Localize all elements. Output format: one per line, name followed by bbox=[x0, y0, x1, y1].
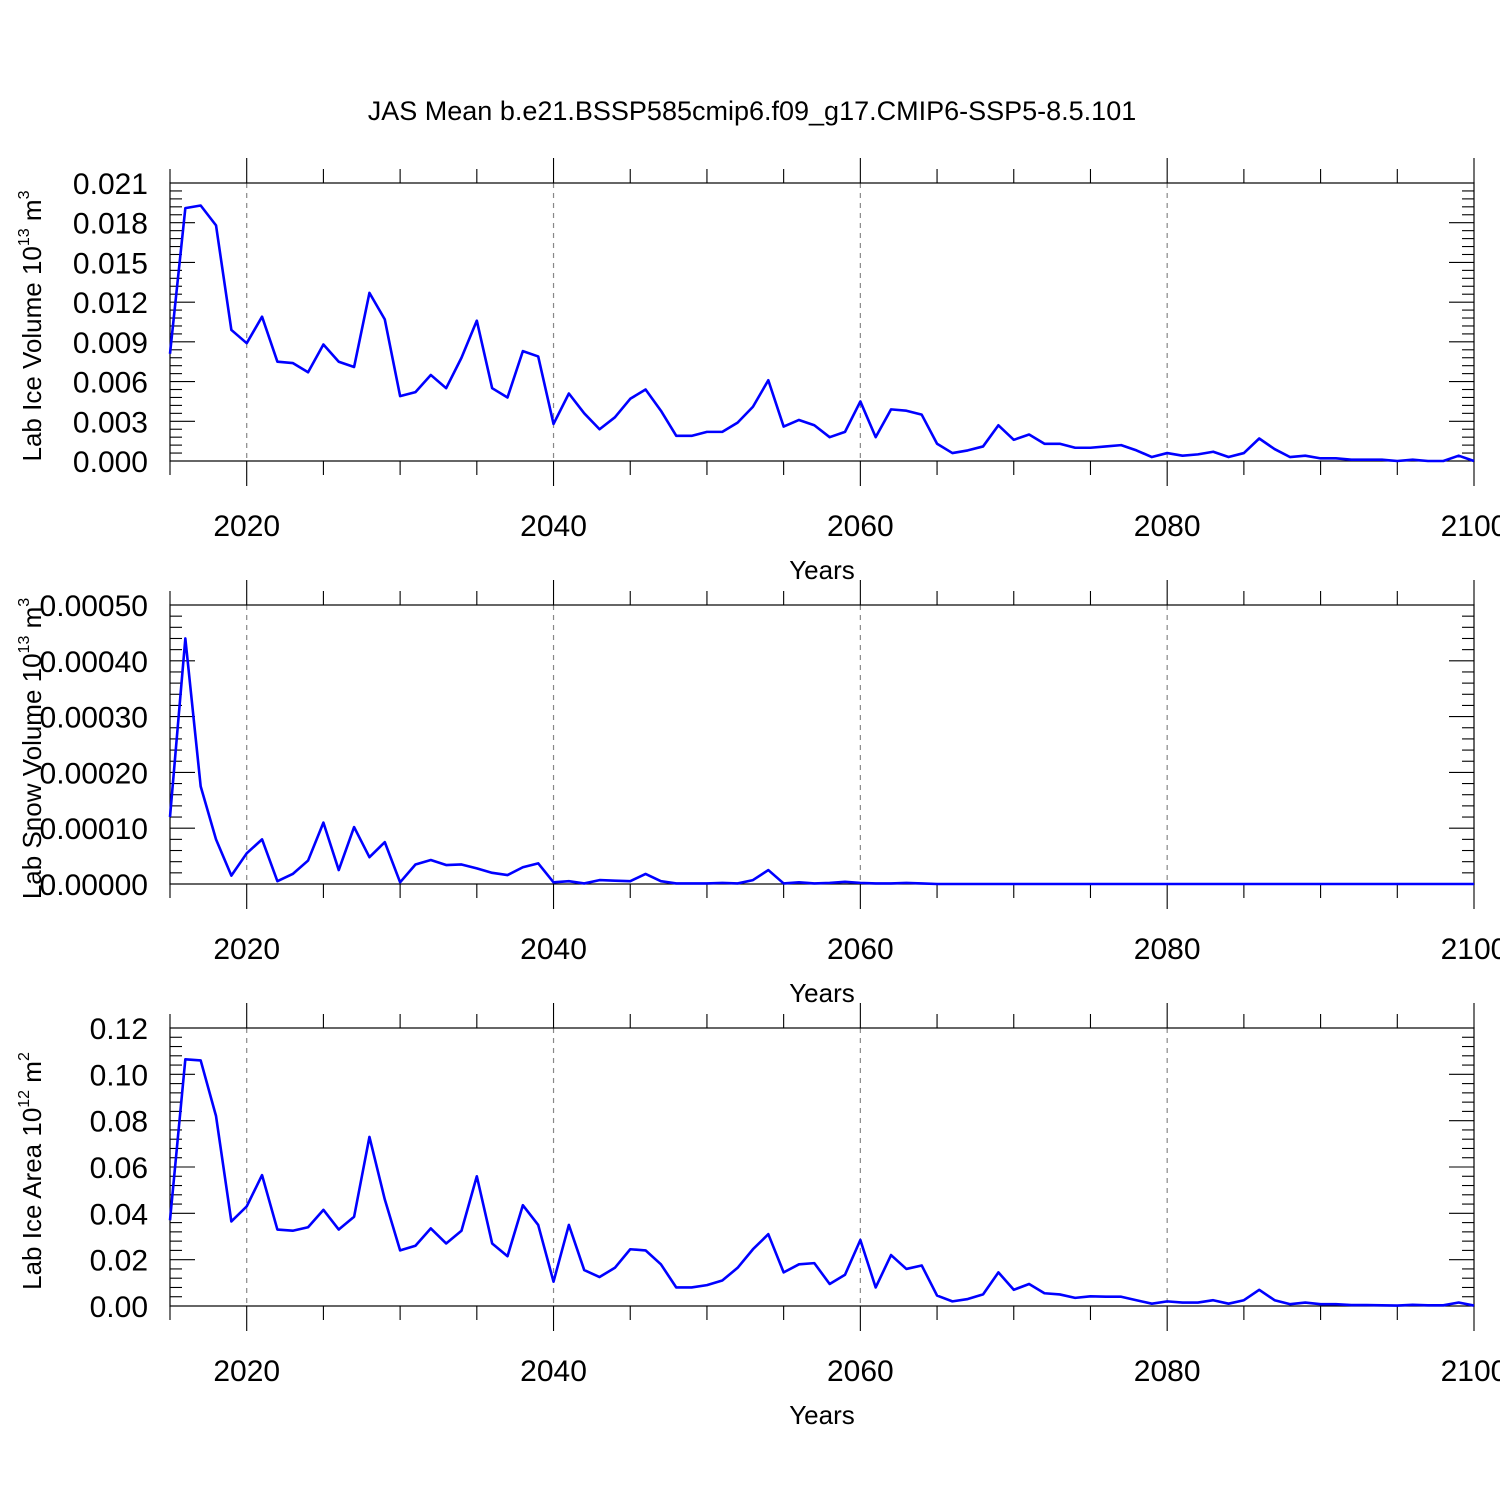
y-tick-label: 0.00000 bbox=[40, 869, 148, 902]
x-axis-label: Years bbox=[789, 978, 855, 1008]
x-tick-label: 2100 bbox=[1441, 1355, 1500, 1388]
panel-2: 0.00000 0.00010 0.00020 0.00030 0.00040 0.000… bbox=[16, 580, 1500, 1008]
y-tick-label: 0.00020 bbox=[40, 757, 148, 790]
y-tick-label: 0.021 bbox=[73, 168, 148, 201]
y-tick-label: 0.00040 bbox=[40, 646, 148, 679]
panel-3: 0.00 0.02 0.04 0.06 0.08 0.10 0.12 2020 2040 2060… bbox=[16, 1003, 1500, 1430]
y-tick-label: 0.12 bbox=[90, 1013, 148, 1046]
y-axis-label: Lab Ice Area 1012 m2 bbox=[16, 1052, 47, 1290]
x-axis-label: Years bbox=[789, 555, 855, 585]
y-tick-label: 0.02 bbox=[90, 1245, 148, 1278]
x-tick-label: 2020 bbox=[213, 510, 280, 543]
x-tick-label: 2060 bbox=[827, 1355, 894, 1388]
plot-frame bbox=[169, 182, 1475, 462]
y-tick-label: 0.00 bbox=[90, 1291, 148, 1324]
y-tick-label: 0.06 bbox=[90, 1152, 148, 1185]
x-tick-label: 2040 bbox=[520, 510, 587, 543]
y-tick-label: 0.009 bbox=[73, 327, 148, 360]
y-tick-label: 0.00010 bbox=[40, 813, 148, 846]
y-tick-label: 0.10 bbox=[90, 1059, 148, 1092]
y-tick-label: 0.015 bbox=[73, 247, 148, 280]
y-tick-label: 0.08 bbox=[90, 1106, 148, 1139]
panel-1: 0.000 0.003 0.006 0.009 0.012 0.015 0.018 0.021… bbox=[16, 158, 1500, 585]
x-axis-label: Years bbox=[789, 1400, 855, 1430]
x-tick-label: 2060 bbox=[827, 933, 894, 966]
y-tick-label: 0.003 bbox=[73, 406, 148, 439]
y-tick-label: 0.00050 bbox=[40, 590, 148, 623]
x-tick-label: 2040 bbox=[520, 1355, 587, 1388]
x-tick-label: 2100 bbox=[1441, 510, 1500, 543]
y-tick-label: 0.006 bbox=[73, 367, 148, 400]
x-tick-label: 2060 bbox=[827, 510, 894, 543]
series-line-3 bbox=[168, 1057, 1475, 1307]
x-tick-label: 2080 bbox=[1134, 933, 1201, 966]
series-line-2 bbox=[168, 637, 1474, 886]
x-tick-label: 2080 bbox=[1134, 1355, 1201, 1388]
chart-title: JAS Mean b.e21.BSSP585cmip6.f09_g17.CMIP… bbox=[368, 96, 1136, 126]
x-tick-label: 2040 bbox=[520, 933, 587, 966]
series-line-1 bbox=[168, 204, 1475, 463]
y-tick-label: 0.000 bbox=[73, 446, 148, 479]
x-tick-label: 2020 bbox=[213, 1355, 280, 1388]
plot-frame bbox=[169, 1027, 1475, 1307]
y-axis-label: Lab Snow Volume 1013 m3 bbox=[16, 598, 47, 899]
x-tick-label: 2020 bbox=[213, 933, 280, 966]
plot-frame bbox=[169, 604, 1475, 885]
y-tick-label: 0.012 bbox=[73, 287, 148, 320]
y-tick-label: 0.00030 bbox=[40, 702, 148, 735]
y-tick-label: 0.018 bbox=[73, 208, 148, 241]
y-axis-label: Lab Ice Volume 1013 m3 bbox=[16, 190, 47, 461]
x-tick-label: 2100 bbox=[1441, 933, 1500, 966]
x-tick-label: 2080 bbox=[1134, 510, 1201, 543]
y-tick-label: 0.04 bbox=[90, 1198, 148, 1231]
